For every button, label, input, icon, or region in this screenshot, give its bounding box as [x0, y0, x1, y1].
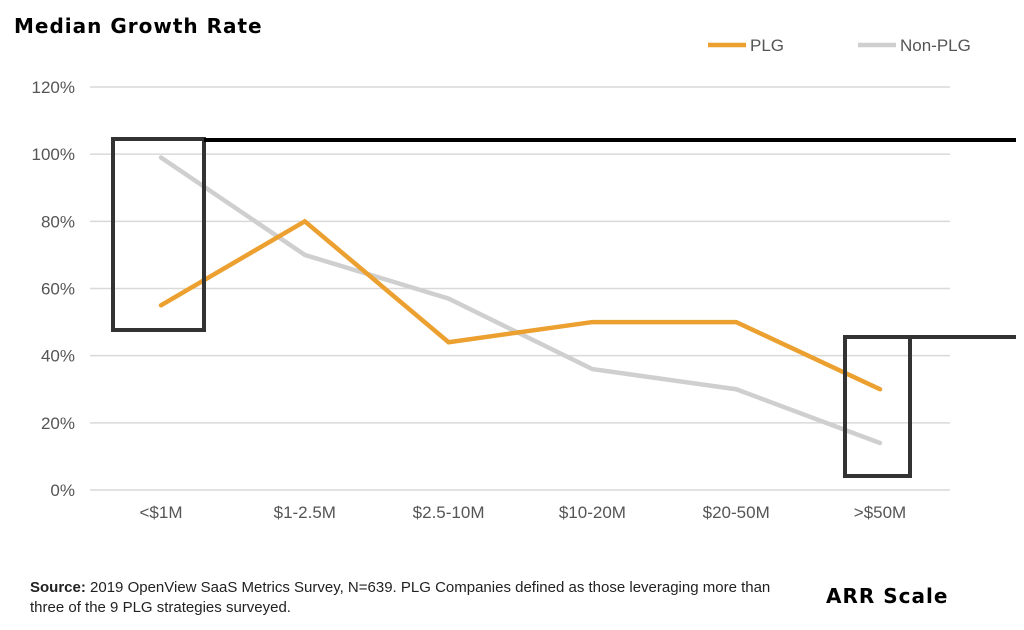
legend-label: Non-PLG	[900, 36, 971, 55]
highlight-box	[111, 137, 206, 332]
y-tick-label: 20%	[41, 414, 75, 433]
highlight-box	[843, 335, 912, 478]
series-line-plg	[158, 218, 883, 392]
x-axis-title: ARR Scale	[826, 584, 949, 608]
source-note: Source: 2019 OpenView SaaS Metrics Surve…	[30, 578, 790, 618]
legend-label: PLG	[750, 36, 784, 55]
source-text: 2019 OpenView SaaS Metrics Survey, N=639…	[30, 579, 771, 616]
y-tick-label: 120%	[32, 78, 75, 97]
x-tick-label: $2.5-10M	[413, 503, 485, 522]
x-tick-label: >$50M	[854, 503, 906, 522]
x-tick-label: $10-20M	[559, 503, 626, 522]
source-label: Source:	[30, 579, 86, 596]
y-tick-label: 0%	[50, 481, 75, 500]
series-line-non-plg	[158, 155, 883, 446]
y-tick-label: 80%	[41, 212, 75, 231]
x-tick-label: $20-50M	[703, 503, 770, 522]
x-tick-label: $1-2.5M	[274, 503, 336, 522]
y-tick-label: 40%	[41, 347, 75, 366]
chart-title: Median Growth Rate	[14, 14, 263, 38]
y-tick-label: 60%	[41, 280, 75, 299]
x-tick-label: <$1M	[140, 503, 183, 522]
y-tick-label: 100%	[32, 145, 75, 164]
